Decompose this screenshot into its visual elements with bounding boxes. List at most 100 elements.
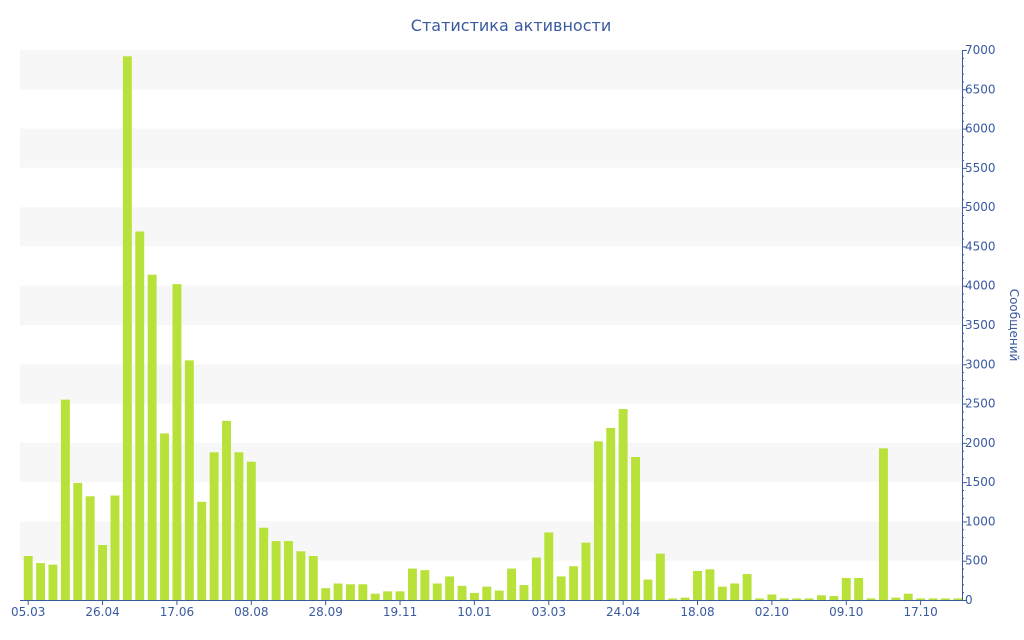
bar <box>271 541 281 600</box>
x-ticks: 05.03 26.04 17.06 08.08 28.09 19.11 10.01 03.03… <box>11 600 938 619</box>
bar <box>792 598 802 600</box>
bar <box>643 579 653 600</box>
y-tick-label: 2000 <box>965 436 996 450</box>
bar <box>593 441 603 600</box>
bar <box>507 568 517 600</box>
bar <box>383 591 393 600</box>
bar <box>321 588 331 600</box>
bar <box>184 360 194 600</box>
bar <box>197 501 207 600</box>
bar <box>160 433 169 600</box>
bar <box>804 598 814 600</box>
x-tick-label: 26.04 <box>85 605 119 619</box>
bar <box>284 541 293 600</box>
bar <box>296 551 306 600</box>
y-tick-label: 7000 <box>965 43 996 57</box>
bar <box>631 457 640 600</box>
bars <box>23 56 963 601</box>
bar <box>817 595 826 600</box>
y-tick-label: 0 <box>965 593 973 607</box>
x-tick-label: 18.08 <box>680 605 714 619</box>
bar <box>742 574 752 600</box>
x-tick-label: 10.01 <box>457 605 491 619</box>
y-tick-label: 1500 <box>965 475 996 489</box>
bar <box>693 570 702 600</box>
x-tick-label: 19.11 <box>383 605 417 619</box>
bar <box>767 594 777 600</box>
y-tick-label: 1000 <box>965 514 996 528</box>
bar <box>531 557 541 600</box>
y-tick-label: 5000 <box>965 200 996 214</box>
x-tick-label: 05.03 <box>11 605 45 619</box>
bar <box>680 597 690 600</box>
x-tick-label: 09.10 <box>829 605 863 619</box>
bar <box>854 578 864 600</box>
bar <box>445 576 455 600</box>
x-tick-label: 28.09 <box>308 605 342 619</box>
y-tick-label: 6000 <box>965 122 996 136</box>
x-tick-label: 24.04 <box>606 605 640 619</box>
y-tick-label: 2500 <box>965 397 996 411</box>
bar <box>420 570 430 600</box>
bar <box>346 584 355 600</box>
bar <box>432 583 442 600</box>
bar <box>606 427 616 600</box>
bar <box>234 452 244 600</box>
y-tick-label: 6500 <box>965 82 996 96</box>
bar <box>110 495 120 600</box>
bar <box>891 597 901 600</box>
y-tick-label: 3500 <box>965 318 996 332</box>
bar <box>581 542 591 600</box>
bar <box>358 584 368 600</box>
y-tick-label: 4500 <box>965 239 996 253</box>
bar <box>494 590 504 600</box>
bar <box>48 564 58 600</box>
x-tick-label: 02.10 <box>755 605 789 619</box>
bar <box>916 598 926 600</box>
bar <box>395 591 405 600</box>
x-tick-label: 08.08 <box>234 605 268 619</box>
bar <box>655 553 665 600</box>
y-axis-label: Сообщений <box>1007 289 1021 362</box>
bar <box>730 583 740 600</box>
bar <box>209 452 219 600</box>
grid-band <box>20 128 962 168</box>
bar <box>98 545 108 600</box>
bar <box>556 576 566 600</box>
bar <box>878 448 888 600</box>
y-tick-label: 5500 <box>965 161 996 175</box>
bar <box>23 556 33 600</box>
bar <box>246 461 256 600</box>
bar <box>407 568 417 600</box>
y-tick-label: 500 <box>965 554 988 568</box>
bar <box>544 532 554 600</box>
bar <box>940 598 950 600</box>
bar <box>73 482 83 600</box>
bar <box>779 598 789 600</box>
bar <box>668 598 678 600</box>
bar <box>953 598 963 600</box>
bar <box>903 593 913 600</box>
bar <box>172 284 182 600</box>
y-tick-label: 3000 <box>965 357 996 371</box>
bar <box>222 420 231 600</box>
grid-band <box>20 50 962 90</box>
bar <box>147 274 157 600</box>
bar <box>705 569 715 600</box>
y-ticks: 0 500 1000 1500 2000 2500 3000 3500 4000 4500 5000… <box>962 43 996 607</box>
bar <box>569 566 579 600</box>
bar <box>519 585 529 600</box>
bar <box>866 598 876 600</box>
bar <box>482 586 492 600</box>
bar <box>122 56 132 601</box>
grid-bands <box>20 50 962 561</box>
bar <box>457 585 467 600</box>
bar <box>333 583 343 600</box>
y-tick-label: 4000 <box>965 279 996 293</box>
bar <box>259 527 269 600</box>
grid-band <box>20 364 962 404</box>
bar <box>308 556 318 600</box>
x-tick-label: 17.06 <box>160 605 194 619</box>
grid-band <box>20 285 962 325</box>
